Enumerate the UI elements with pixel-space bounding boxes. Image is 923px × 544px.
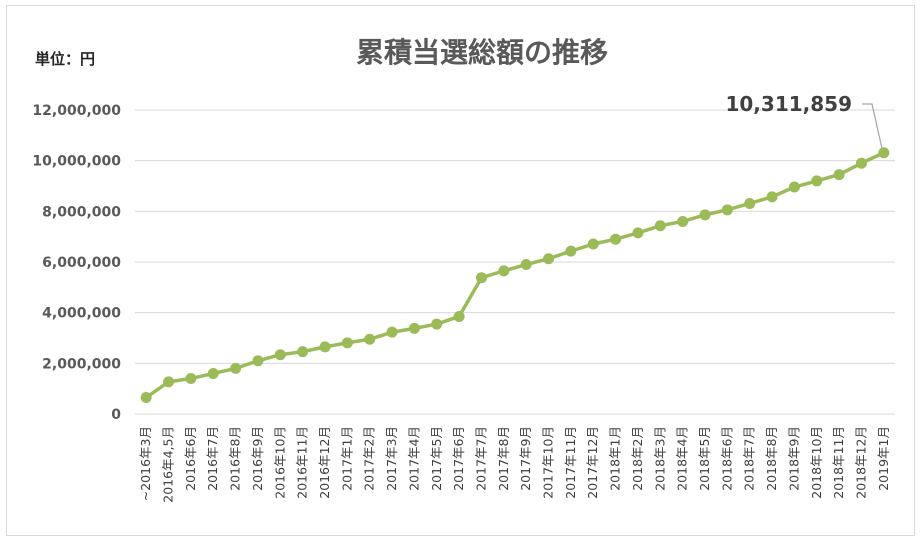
data-point bbox=[431, 318, 443, 330]
x-tick-label: 2017年2月 bbox=[362, 426, 377, 491]
gridlines bbox=[135, 109, 895, 415]
y-tick-label: 2,000,000 bbox=[42, 356, 121, 372]
data-point bbox=[744, 197, 756, 209]
x-tick-label: 2016年12月 bbox=[317, 426, 332, 499]
data-point bbox=[520, 259, 532, 271]
y-tick-label: 4,000,000 bbox=[42, 306, 121, 322]
x-tick-label: 2017年4月 bbox=[406, 426, 421, 491]
data-point bbox=[565, 245, 577, 257]
data-point bbox=[230, 362, 242, 374]
x-tick-label: 2018年6月 bbox=[719, 426, 734, 491]
x-axis-ticks: ~2016年3月 2016年4,5月 2016年6月 2016年7月 2016年8月 20… bbox=[138, 426, 891, 503]
data-point bbox=[252, 355, 264, 367]
data-point bbox=[140, 392, 152, 404]
data-point bbox=[341, 337, 353, 349]
x-tick-label: 2018年10月 bbox=[809, 426, 824, 499]
data-point bbox=[408, 322, 420, 334]
data-point bbox=[185, 373, 197, 385]
data-point bbox=[163, 376, 175, 388]
chart-title: 累積当選総額の推移 bbox=[356, 36, 608, 69]
x-tick-label: 2018年1月 bbox=[608, 426, 623, 491]
unit-label: 単位：円 bbox=[35, 50, 95, 68]
x-tick-label: 2018年4月 bbox=[675, 426, 690, 491]
x-tick-label: 2016年4,5月 bbox=[161, 426, 176, 503]
x-tick-label: 2016年9月 bbox=[250, 426, 265, 491]
data-point bbox=[207, 367, 219, 379]
x-tick-label: 2018年9月 bbox=[786, 426, 801, 491]
data-point bbox=[878, 147, 890, 159]
x-tick-label: 2016年6月 bbox=[183, 426, 198, 491]
x-tick-label: 2018年5月 bbox=[697, 426, 712, 491]
y-tick-label: 6,000,000 bbox=[42, 255, 121, 271]
x-tick-label: 2018年8月 bbox=[764, 426, 779, 491]
data-point bbox=[610, 233, 622, 245]
annotations: 10,311,859 bbox=[725, 92, 883, 148]
data-point bbox=[788, 181, 800, 193]
data-point bbox=[543, 253, 555, 265]
x-tick-label: 2016年11月 bbox=[295, 426, 310, 499]
data-point bbox=[364, 333, 376, 345]
data-point bbox=[297, 346, 309, 358]
x-tick-label: 2017年11月 bbox=[563, 426, 578, 499]
data-point bbox=[699, 209, 711, 221]
x-tick-label: 2017年3月 bbox=[384, 426, 399, 491]
x-tick-label: 2017年6月 bbox=[451, 426, 466, 491]
x-tick-label: 2017年10月 bbox=[541, 426, 556, 499]
y-tick-label: 12,000,000 bbox=[32, 103, 121, 119]
data-point bbox=[654, 220, 666, 232]
x-tick-label: 2017年5月 bbox=[429, 426, 444, 491]
data-point bbox=[319, 341, 331, 353]
x-tick-label: ~2016年3月 bbox=[138, 426, 153, 501]
y-axis-ticks: 0 2,000,000 4,000,000 6,000,000 8,000,000 10,… bbox=[32, 103, 121, 423]
x-tick-label: 2018年2月 bbox=[630, 426, 645, 491]
x-tick-label: 2018年11月 bbox=[831, 426, 846, 499]
x-tick-label: 2017年12月 bbox=[585, 426, 600, 499]
data-point bbox=[811, 175, 823, 187]
callout-leader-line bbox=[862, 103, 883, 148]
data-point bbox=[833, 169, 845, 181]
data-point bbox=[274, 349, 286, 361]
x-tick-label: 2016年10月 bbox=[272, 426, 287, 499]
x-tick-label: 2017年9月 bbox=[518, 426, 533, 491]
chart-frame: 累積当選総額の推移 単位：円 0 2,000,000 4,000,000 6,000,… bbox=[6, 5, 915, 536]
data-point bbox=[498, 265, 510, 277]
x-tick-label: 2018年3月 bbox=[652, 426, 667, 491]
data-point bbox=[721, 204, 733, 216]
x-tick-label: 2017年7月 bbox=[473, 426, 488, 491]
x-tick-label: 2016年8月 bbox=[228, 426, 243, 491]
x-tick-label: 2017年1月 bbox=[339, 426, 354, 491]
data-point bbox=[453, 310, 465, 322]
x-tick-label: 2016年7月 bbox=[205, 426, 220, 491]
data-point bbox=[855, 157, 867, 169]
x-tick-label: 2018年7月 bbox=[742, 426, 757, 491]
series-line-layer bbox=[145, 151, 885, 399]
data-point bbox=[632, 227, 644, 239]
y-tick-label: 0 bbox=[111, 407, 121, 423]
y-tick-label: 10,000,000 bbox=[32, 154, 121, 170]
data-point bbox=[587, 238, 599, 250]
line-chart: 累積当選総額の推移 単位：円 0 2,000,000 4,000,000 6,000,… bbox=[32, 36, 895, 503]
data-point bbox=[766, 191, 778, 203]
x-tick-label: 2018年12月 bbox=[853, 426, 868, 499]
data-point bbox=[386, 326, 398, 338]
series-line bbox=[145, 151, 885, 399]
callout-value-label: 10,311,859 bbox=[725, 92, 852, 116]
y-tick-label: 8,000,000 bbox=[42, 204, 121, 220]
data-point bbox=[475, 272, 487, 284]
x-tick-label: 2019年1月 bbox=[876, 426, 891, 491]
data-point bbox=[677, 215, 689, 227]
x-tick-label: 2017年8月 bbox=[496, 426, 511, 491]
data-points bbox=[140, 147, 890, 404]
